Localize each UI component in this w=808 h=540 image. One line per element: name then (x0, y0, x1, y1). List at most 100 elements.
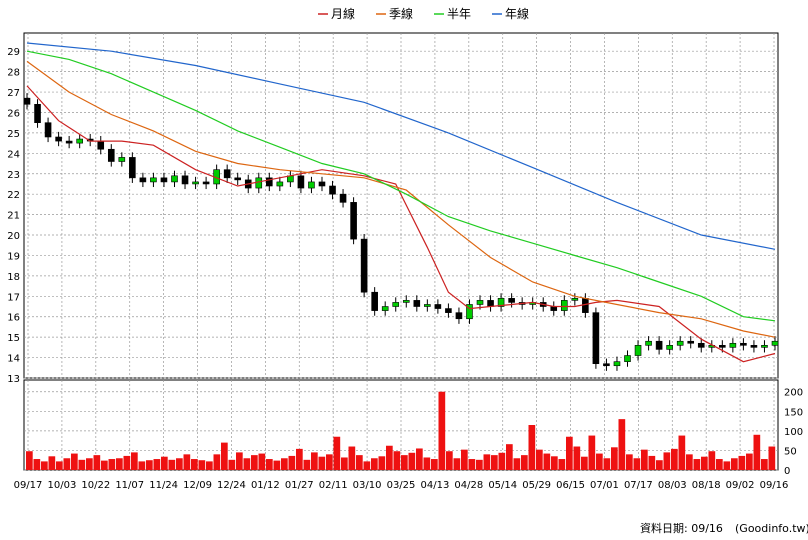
candle-body (497, 298, 505, 307)
volume-bar (416, 448, 423, 470)
y-tick-label: 21 (7, 211, 20, 222)
volume-bar (641, 449, 648, 470)
volume-bar (266, 459, 273, 470)
volume-bar (243, 458, 251, 470)
candle-body (329, 185, 336, 195)
candle-body (55, 136, 62, 142)
x-tick-label: 01/27 (285, 480, 314, 491)
volume-bar (303, 459, 311, 470)
volume-bar (108, 459, 116, 470)
volume-bar (341, 457, 348, 470)
volume-bar (648, 455, 656, 470)
x-tick-label: 04/28 (454, 480, 483, 491)
y-tick-label: 15 (7, 333, 20, 344)
volume-bar (768, 446, 776, 470)
volume-bar (761, 459, 768, 470)
candle-body (560, 300, 568, 311)
x-tick-label: 04/13 (420, 480, 449, 491)
x-tick-label: 03/10 (353, 480, 382, 491)
candle-body (624, 355, 631, 362)
x-tick-label: 05/29 (522, 480, 551, 491)
volume-bar (701, 456, 708, 470)
candle-body (65, 140, 73, 144)
volume-bar (423, 457, 431, 470)
volume-tick-label: 0 (784, 466, 790, 477)
volume-bar (708, 451, 716, 470)
series-line (26, 85, 776, 363)
volume-bar (401, 455, 408, 470)
volume-bar (723, 461, 731, 470)
candle-body (729, 342, 737, 348)
legend-entry: 月線 (331, 6, 355, 21)
volume-bar (71, 453, 78, 470)
volume-bar (588, 435, 596, 470)
volume-bar (551, 456, 558, 470)
volume-bar (78, 459, 86, 470)
volume-bar (468, 459, 476, 470)
volume-bar (176, 458, 183, 470)
volume-bar (161, 456, 168, 470)
candle-body (687, 340, 695, 344)
candle-body (171, 175, 178, 183)
volume-bar (131, 452, 138, 470)
y-tick-label: 18 (7, 272, 20, 283)
x-tick-label: 12/09 (183, 480, 212, 491)
volume-bar (311, 452, 318, 470)
volume-bar (86, 458, 93, 470)
y-tick-label: 25 (7, 129, 20, 140)
volume-bar (573, 446, 581, 470)
x-tick-label: 09/17 (14, 480, 43, 491)
volume-bar (48, 456, 56, 470)
candle-body (697, 342, 705, 348)
volume-bar (618, 419, 626, 470)
footer-source: (Goodinfo.tw) (735, 522, 808, 535)
price-panel: 13 14 15 16 17 18 19 20 21 22 23 24 25 26 27 28 29 (7, 32, 779, 385)
candle-body (160, 177, 168, 183)
candle-body (466, 304, 473, 320)
candle-body (655, 340, 663, 350)
x-tick-label: 12/24 (217, 480, 246, 491)
candle-body (476, 300, 484, 305)
x-tick-label: 10/03 (47, 480, 76, 491)
volume-bar (528, 425, 536, 470)
candle-body (76, 138, 83, 144)
volume-bar (198, 460, 206, 470)
volume-bar (513, 458, 521, 470)
y-tick-label: 29 (7, 47, 20, 58)
volume-bar (491, 455, 498, 470)
candle-body (118, 157, 126, 162)
y-tick-label: 24 (7, 149, 20, 160)
volume-bar (693, 459, 701, 470)
volume-bar (221, 442, 228, 470)
candle-body (223, 169, 231, 179)
volume-tick-label: 200 (784, 388, 803, 399)
volume-bar (356, 455, 363, 470)
candle-body (424, 304, 431, 307)
candle-body (740, 342, 747, 346)
candle-body (308, 181, 315, 189)
volume-bar (326, 454, 333, 470)
volume-bar (611, 447, 618, 470)
volume-bar (543, 453, 551, 470)
candle-body (371, 291, 378, 311)
candle-body (402, 300, 410, 303)
candle-body (413, 300, 421, 307)
candle-body (392, 302, 400, 307)
y-tick-label: 22 (7, 190, 20, 201)
volume-bar (686, 454, 693, 470)
volume-bar (461, 449, 468, 470)
candle-body (676, 340, 684, 346)
candle-body (487, 300, 494, 307)
volume-bar (236, 452, 243, 470)
volume-bar (438, 391, 446, 470)
x-tick-label: 06/15 (556, 480, 585, 491)
candle-body (23, 97, 31, 105)
volume-bar (63, 458, 71, 470)
volume-panel: 0 50 100 150 200 (23, 379, 803, 477)
volume-bar (288, 455, 296, 470)
legend-entry: 半年 (447, 7, 471, 21)
candle-body (255, 177, 263, 189)
series-line (26, 60, 776, 338)
candle-body (455, 312, 463, 320)
